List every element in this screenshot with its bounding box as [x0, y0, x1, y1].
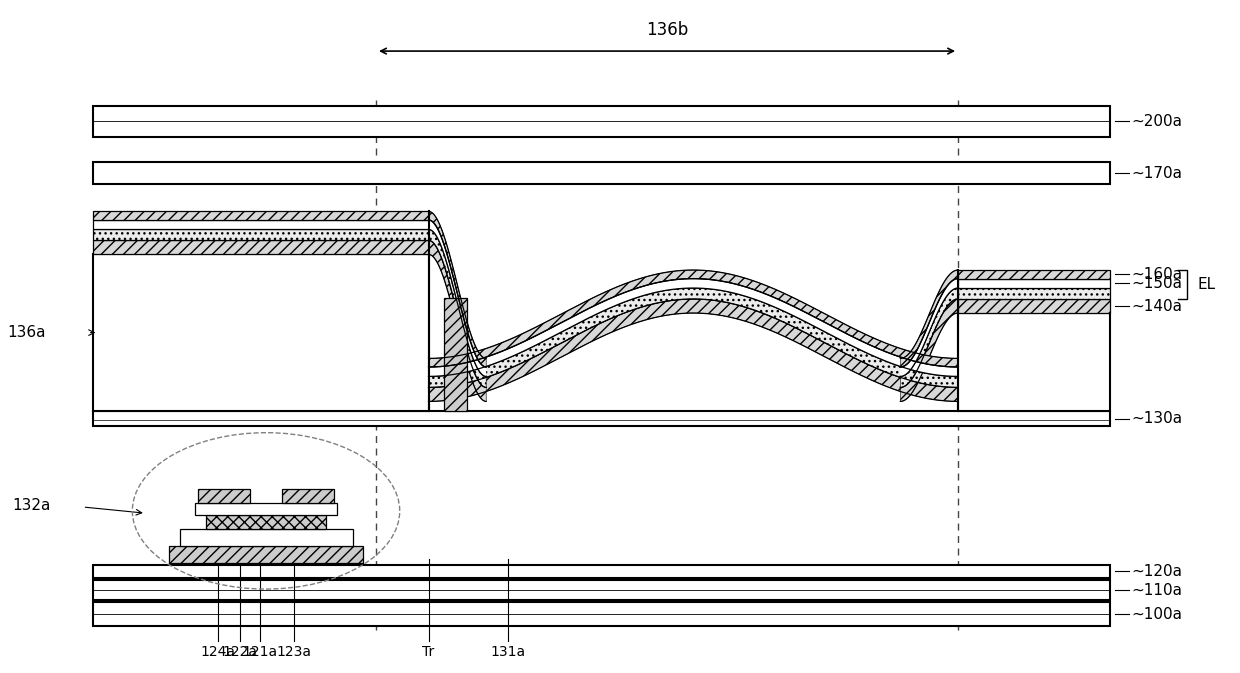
- Text: ~130a: ~130a: [1131, 411, 1182, 426]
- Polygon shape: [900, 288, 959, 388]
- Polygon shape: [900, 279, 959, 376]
- Polygon shape: [429, 240, 486, 401]
- Text: 132a: 132a: [12, 498, 51, 513]
- Polygon shape: [93, 411, 1110, 427]
- Polygon shape: [429, 220, 486, 376]
- Text: ~170a: ~170a: [1131, 166, 1182, 180]
- Polygon shape: [93, 602, 1110, 626]
- Text: ~110a: ~110a: [1131, 583, 1182, 598]
- Polygon shape: [93, 565, 1110, 578]
- Polygon shape: [429, 279, 959, 376]
- Polygon shape: [93, 229, 429, 240]
- Polygon shape: [429, 288, 959, 388]
- Text: 123a: 123a: [277, 645, 311, 660]
- Polygon shape: [93, 162, 1110, 184]
- Polygon shape: [429, 299, 959, 401]
- Polygon shape: [93, 211, 429, 220]
- Text: 121a: 121a: [243, 645, 278, 660]
- Text: 136b: 136b: [646, 22, 688, 39]
- Polygon shape: [900, 299, 959, 401]
- Text: ~100a: ~100a: [1131, 606, 1182, 622]
- Polygon shape: [900, 270, 959, 367]
- Text: 122a: 122a: [223, 645, 258, 660]
- Polygon shape: [93, 106, 1110, 137]
- Bar: [281, 489, 334, 503]
- Bar: [198, 489, 250, 503]
- Polygon shape: [429, 270, 959, 367]
- Bar: [169, 546, 363, 563]
- Polygon shape: [959, 299, 1110, 313]
- Polygon shape: [429, 211, 486, 367]
- Polygon shape: [93, 240, 429, 254]
- Text: ~120a: ~120a: [1131, 564, 1182, 579]
- Text: ~150a: ~150a: [1131, 276, 1182, 291]
- Text: ~160a: ~160a: [1131, 267, 1182, 282]
- Text: ~140a: ~140a: [1131, 299, 1182, 314]
- Polygon shape: [93, 581, 1110, 600]
- Bar: [195, 503, 337, 515]
- Polygon shape: [959, 279, 1110, 288]
- Polygon shape: [959, 313, 1110, 411]
- Text: Tr: Tr: [423, 645, 435, 660]
- Polygon shape: [959, 288, 1110, 299]
- Polygon shape: [429, 229, 486, 388]
- Bar: [180, 529, 352, 546]
- Text: ~200a: ~200a: [1131, 114, 1182, 129]
- Bar: [206, 515, 326, 529]
- Text: 131a: 131a: [491, 645, 526, 660]
- Text: EL: EL: [1197, 277, 1215, 292]
- Polygon shape: [93, 254, 429, 411]
- Text: 136a: 136a: [7, 325, 46, 340]
- Polygon shape: [959, 270, 1110, 279]
- Text: 124a: 124a: [200, 645, 236, 660]
- Polygon shape: [444, 298, 467, 411]
- Polygon shape: [93, 220, 429, 229]
